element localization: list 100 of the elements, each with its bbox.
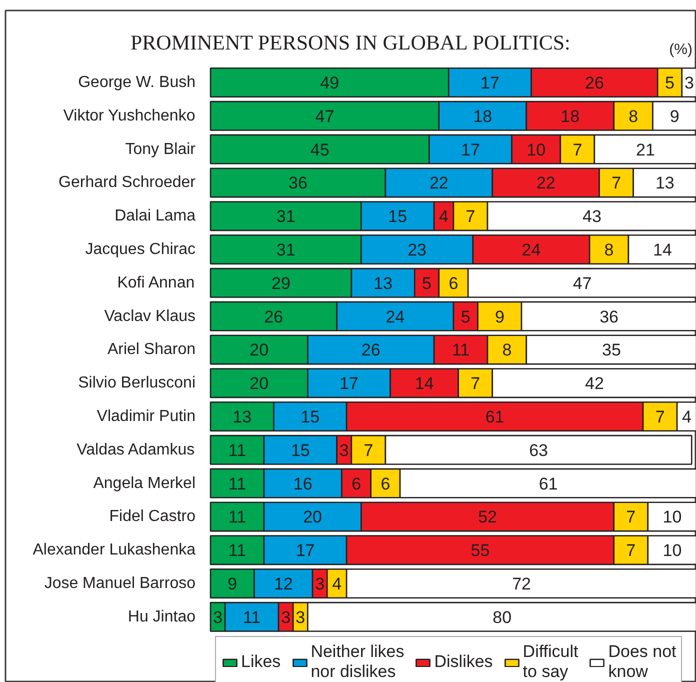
- data-label: 4: [332, 574, 342, 594]
- data-label: 21: [636, 140, 655, 160]
- data-label: 9: [670, 106, 680, 126]
- data-label: 22: [536, 174, 556, 193]
- data-label: 55: [470, 541, 490, 560]
- data-label: 36: [600, 307, 618, 326]
- data-label: 15: [300, 408, 320, 426]
- data-label: 7: [364, 440, 374, 460]
- y-tick-label: Kofi Annan: [117, 274, 195, 292]
- data-label: 17: [461, 140, 480, 160]
- data-label: 29: [272, 274, 290, 293]
- data-label: 63: [529, 440, 548, 460]
- data-label: 9: [228, 574, 238, 594]
- data-label: 17: [340, 374, 358, 394]
- data-label: 3: [213, 608, 223, 627]
- data-label: 7: [470, 374, 480, 394]
- data-label: 11: [228, 508, 246, 527]
- data-label: 14: [653, 240, 672, 260]
- data-label: 8: [604, 240, 614, 260]
- data-label: 61: [485, 408, 504, 426]
- data-label: 11: [228, 541, 246, 560]
- data-label: 26: [361, 340, 380, 360]
- data-label: 10: [662, 508, 682, 527]
- data-label: 72: [512, 574, 532, 594]
- data-label: 6: [380, 474, 390, 494]
- y-tick-label: Fidel Castro: [109, 508, 196, 526]
- data-label: 18: [473, 106, 492, 126]
- data-label: 20: [303, 508, 322, 527]
- data-label: 3: [281, 608, 291, 627]
- data-label: 24: [522, 240, 541, 260]
- data-label: 5: [422, 274, 432, 293]
- data-label: 80: [492, 608, 512, 627]
- data-label: 3: [684, 74, 694, 92]
- data-label: 26: [264, 307, 284, 326]
- data-label: 13: [232, 408, 252, 426]
- data-label: 3: [339, 440, 349, 460]
- data-label: 11: [452, 340, 470, 360]
- y-tick-label: Viktor Yushchenko: [63, 107, 196, 124]
- data-label: 10: [526, 140, 546, 160]
- data-label: 13: [655, 174, 674, 193]
- data-label: 18: [560, 106, 580, 126]
- data-label: 35: [602, 340, 621, 360]
- data-label: 7: [655, 408, 665, 426]
- y-tick-label: Tony Blair: [125, 140, 196, 158]
- data-label: 4: [439, 207, 449, 226]
- data-label: 16: [293, 474, 312, 494]
- data-label: 24: [386, 307, 405, 326]
- data-label: 7: [466, 207, 476, 226]
- data-label: 3: [296, 608, 306, 627]
- data-label: 8: [628, 106, 638, 126]
- y-tick-label: Valdas Adamkus: [76, 441, 195, 458]
- y-tick-label: Hu Jintao: [128, 608, 196, 626]
- data-label: 42: [584, 374, 604, 394]
- data-label: 7: [612, 174, 622, 193]
- data-label: 4: [682, 408, 692, 426]
- text: (%): [669, 41, 693, 58]
- data-label: 26: [584, 74, 604, 92]
- data-label: 6: [448, 274, 458, 293]
- data-label: 47: [572, 274, 592, 293]
- data-label: 7: [626, 508, 636, 527]
- data-label: 3: [315, 574, 325, 594]
- y-tick-label: Vladimir Putin: [96, 408, 196, 425]
- data-label: 52: [478, 508, 497, 527]
- data-label: 17: [296, 541, 315, 560]
- data-label: 23: [408, 240, 427, 260]
- data-label: 20: [250, 340, 269, 360]
- data-label: 5: [460, 307, 470, 326]
- data-label: 5: [665, 74, 675, 92]
- legend-label: Does not know: [608, 642, 676, 682]
- y-tick-label: Alexander Lukashenka: [32, 542, 196, 559]
- y-tick-label: Silvio Berlusconi: [78, 374, 196, 392]
- data-label: 10: [662, 541, 682, 560]
- data-label: 31: [276, 240, 296, 260]
- y-tick-label: Ariel Sharon: [107, 341, 196, 358]
- data-label: 20: [250, 374, 269, 394]
- legend-label: Dislikes: [434, 652, 493, 672]
- data-label: 61: [538, 474, 558, 494]
- data-label: 11: [228, 440, 246, 460]
- data-label: 45: [310, 140, 330, 160]
- data-label: 17: [480, 74, 500, 92]
- data-label: 11: [242, 608, 261, 627]
- y-tick-label: Angela Merkel: [93, 474, 196, 492]
- data-label: 49: [320, 74, 340, 92]
- y-tick-label: Jose Manuel Barroso: [44, 575, 196, 592]
- data-label: 15: [290, 440, 310, 460]
- data-label: 13: [374, 274, 392, 293]
- legend-label: Difficult to say: [522, 642, 578, 682]
- data-label: 12: [274, 574, 293, 594]
- y-tick-label: Gerhard Schroeder: [58, 174, 196, 192]
- data-label: 22: [429, 174, 448, 193]
- y-tick-label: George W. Bush: [78, 74, 196, 91]
- chart-title: PROMINENT PERSONS IN GLOBAL POLITICS:: [130, 30, 570, 54]
- data-label: 11: [228, 474, 246, 494]
- y-tick-label: Dalai Lama: [114, 208, 196, 225]
- data-label: 36: [288, 174, 308, 193]
- data-label: 31: [276, 207, 296, 226]
- data-label: 6: [352, 474, 362, 494]
- y-tick-label: Jacques Chirac: [85, 241, 196, 258]
- data-label: 8: [502, 340, 512, 360]
- data-label: 14: [414, 374, 434, 394]
